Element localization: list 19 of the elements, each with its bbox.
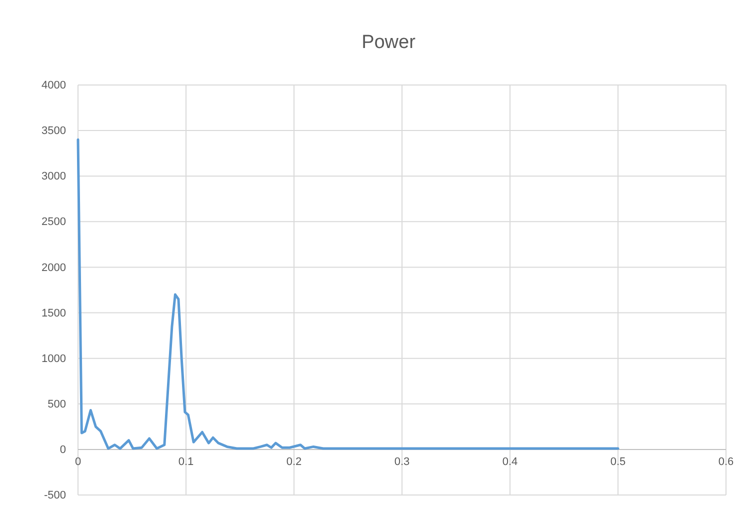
chart-title: Power: [362, 32, 416, 53]
x-tick-label: 0.6: [718, 456, 734, 468]
y-tick-label: 4000: [42, 80, 66, 92]
y-tick-label: 2000: [42, 262, 66, 274]
y-tick-label: 3500: [42, 125, 66, 138]
x-tick-label: 0.2: [286, 456, 302, 468]
y-tick-label: 1000: [42, 352, 66, 365]
x-tick-label: 0.4: [502, 456, 518, 468]
y-tick-label: 2500: [42, 216, 66, 228]
y-tick-label: 500: [48, 398, 66, 410]
y-tick-label: -500: [44, 490, 66, 502]
x-tick-label: 0: [74, 456, 82, 468]
x-tick-label: 0.1: [178, 456, 194, 468]
y-tick-label: 3000: [42, 170, 66, 183]
x-tick-label: 0.5: [610, 456, 626, 468]
y-tick-label: 1500: [42, 307, 66, 320]
y-tick-label: 0: [60, 444, 66, 456]
line-series: [76, 138, 620, 450]
x-tick-label: 0.3: [394, 456, 410, 468]
